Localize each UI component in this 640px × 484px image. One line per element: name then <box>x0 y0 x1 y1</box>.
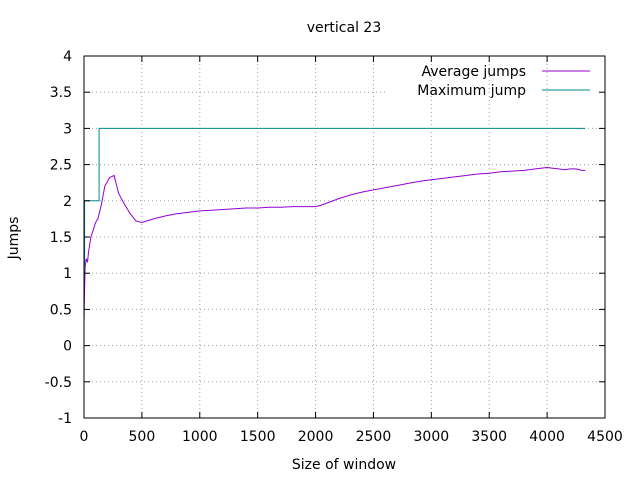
y-tick-label: -1 <box>58 411 72 427</box>
y-tick-label: 4 <box>63 49 72 65</box>
x-tick-label: 3500 <box>471 429 507 445</box>
y-tick-label: 0.5 <box>50 302 72 318</box>
y-tick-label: 1.5 <box>50 230 72 246</box>
x-tick-label: 3000 <box>414 429 450 445</box>
x-tick-label: 2500 <box>356 429 392 445</box>
x-tick-label: 2000 <box>298 429 334 445</box>
x-tick-label: 500 <box>129 429 156 445</box>
series-line-0 <box>83 166 586 324</box>
legend: Average jumps Maximum jump <box>417 64 590 99</box>
y-tick-label: 3 <box>63 121 72 137</box>
x-tick-label: 1000 <box>182 429 218 445</box>
y-tick-label: 0 <box>63 339 72 355</box>
y-tick-label: 3.5 <box>50 85 72 101</box>
x-tick-label: 4000 <box>529 429 565 445</box>
y-tick-label: 2.5 <box>50 158 72 174</box>
x-tick-label: 0 <box>80 429 89 445</box>
x-tick-label: 4500 <box>587 429 623 445</box>
x-axis-label: Size of window <box>292 457 396 473</box>
x-tick-label: 1500 <box>240 429 276 445</box>
legend-label: Average jumps <box>421 64 526 80</box>
y-tick-label: 2 <box>63 194 72 210</box>
y-axis-label: Jumps <box>6 217 22 261</box>
chart-title: vertical 23 <box>307 20 381 36</box>
legend-label: Maximum jump <box>417 83 526 99</box>
axis-ticks: 0 500 1000 1500 2000 2500 3000 3500 4000 4500 -1 -0… <box>45 49 623 445</box>
y-tick-label: -0.5 <box>45 375 72 391</box>
y-tick-label: 1 <box>63 266 72 282</box>
